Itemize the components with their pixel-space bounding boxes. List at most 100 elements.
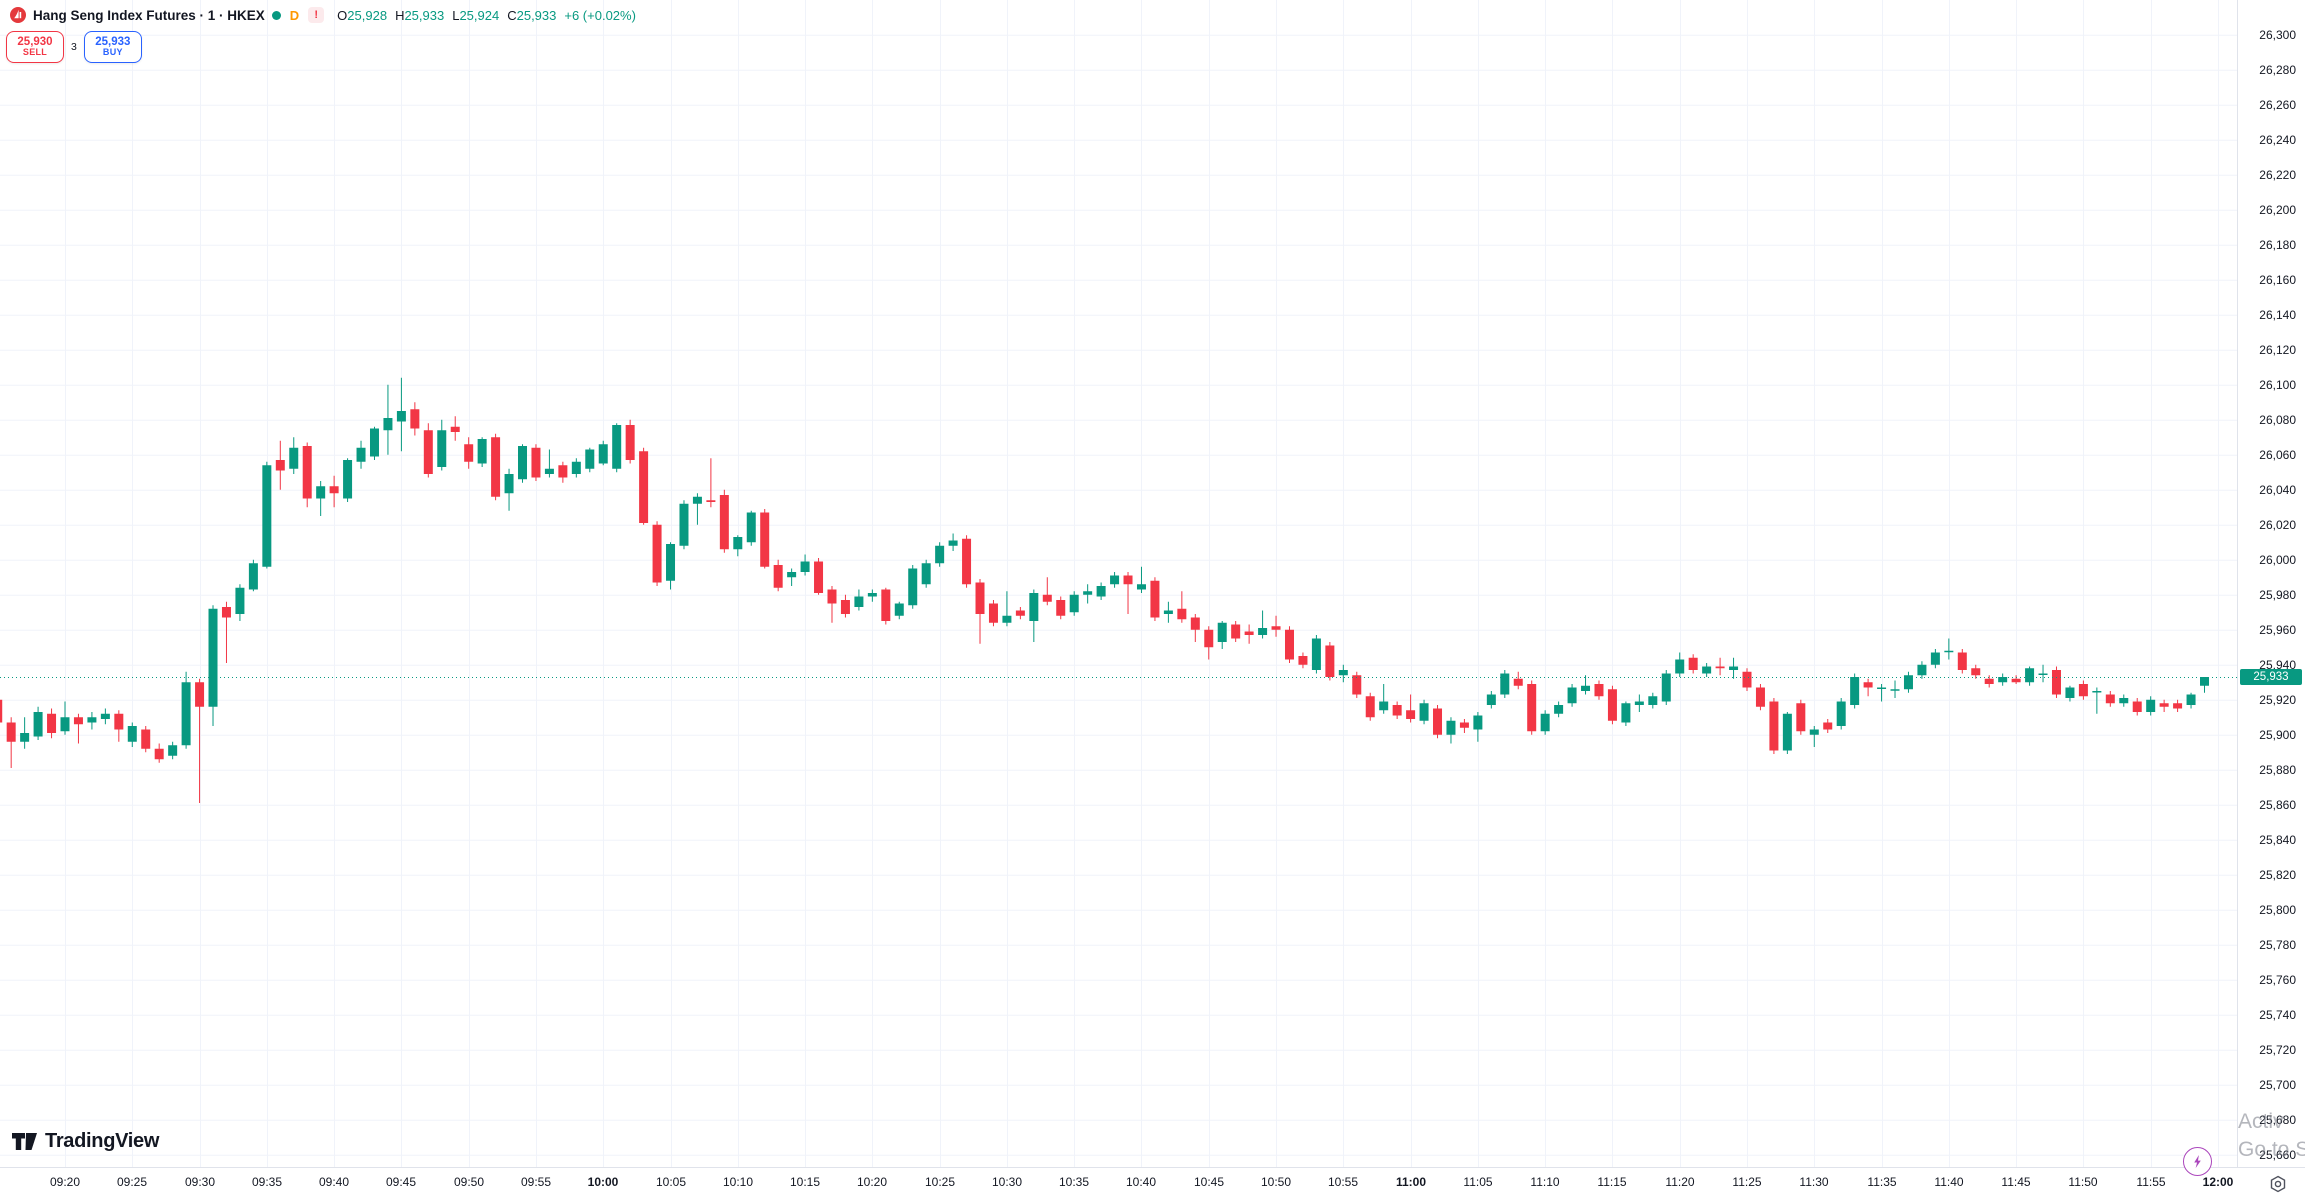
time-tick-label: 11:30 [1799, 1175, 1829, 1189]
time-tick-label: 09:55 [520, 1175, 552, 1189]
candle-body [1500, 673, 1510, 695]
candle-body [679, 503, 689, 546]
candle-body [1661, 673, 1671, 702]
time-tick-label: 10:55 [1327, 1175, 1359, 1189]
price-tick-label: 26,140 [2259, 307, 2296, 322]
chart-canvas[interactable] [0, 0, 2238, 1168]
candle-body [1123, 575, 1133, 585]
candle-body [1621, 703, 1631, 723]
candle-body [1634, 701, 1644, 705]
candle-body [275, 460, 285, 471]
candle-body [1298, 656, 1308, 665]
time-tick-label: 11:55 [2136, 1175, 2166, 1189]
candle-body [1702, 666, 1712, 674]
price-tick-label: 25,860 [2259, 797, 2296, 812]
candle-body [127, 726, 137, 742]
candle-body [2119, 698, 2129, 704]
time-tick-label: 10:40 [1125, 1175, 1157, 1189]
symbol-logo-icon [10, 7, 26, 23]
delayed-data-badge[interactable]: D [289, 7, 300, 23]
price-tick-label: 26,080 [2259, 412, 2296, 427]
candle-body [1486, 694, 1496, 705]
candle-body [1675, 659, 1685, 674]
price-tick-label: 26,120 [2259, 342, 2296, 357]
candle-body [2186, 694, 2196, 705]
price-axis[interactable]: 26,300 26,280 26,260 26,240 26,220 26,200 26,1… [2237, 0, 2305, 1168]
price-tick-label: 26,300 [2259, 27, 2296, 42]
candle-body [921, 563, 931, 585]
candle-body [598, 444, 608, 464]
price-tick-label: 26,020 [2259, 517, 2296, 532]
candle-body [87, 717, 97, 723]
candle-body [2078, 684, 2088, 697]
candle-body [73, 717, 83, 725]
time-tick-label: 11:50 [2068, 1175, 2098, 1189]
candle-body [881, 589, 891, 621]
open-label: O [337, 7, 348, 23]
candle-wick [710, 458, 712, 508]
price-tick-label: 25,900 [2259, 727, 2296, 742]
candle-body [343, 460, 353, 499]
symbol-title[interactable]: Hang Seng Index Futures · 1 · HKEX [33, 7, 265, 23]
time-tick-label: 11:20 [1665, 1175, 1695, 1189]
sell-label: SELL [22, 47, 48, 58]
candle-body [2159, 703, 2169, 707]
buy-button[interactable]: 25,933 BUY [83, 31, 142, 63]
candle-body [800, 561, 810, 572]
candle-body [154, 748, 164, 760]
candle-body [1325, 645, 1335, 677]
candle-body [1015, 610, 1025, 616]
price-tick-label: 26,280 [2259, 62, 2296, 77]
close-label: C [507, 7, 517, 23]
time-tick-label: 09:20 [49, 1175, 81, 1189]
last-price-badge[interactable]: 25,933 [2240, 669, 2302, 685]
candle-body [1984, 678, 1994, 684]
tradingview-logo[interactable]: TradingView [12, 1130, 159, 1153]
candle-body [558, 465, 568, 478]
candle-body [935, 545, 945, 564]
time-tick-label: 09:30 [184, 1175, 216, 1189]
candle-body [1204, 629, 1214, 648]
candle-wick [1046, 577, 1048, 606]
candle-body [1648, 696, 1658, 705]
candle-body [1406, 710, 1416, 719]
buy-price: 25,933 [95, 35, 131, 48]
candle-body [867, 593, 877, 597]
data-alert-badge[interactable]: ! [308, 7, 325, 23]
candle-wick [10, 717, 12, 768]
price-tick-label: 26,160 [2259, 272, 2296, 287]
candle-body [2051, 670, 2061, 695]
candle-body [1042, 594, 1052, 602]
candle-body [1903, 675, 1913, 690]
time-tick-label: 11:10 [1530, 1175, 1560, 1189]
candle-wick [1383, 684, 1385, 714]
candle-body [1446, 720, 1456, 735]
candle-body [100, 713, 110, 719]
candle-body [423, 430, 433, 474]
candle-wick [831, 586, 833, 623]
candle-body [1688, 657, 1698, 670]
quick-trade-flash-icon[interactable] [2183, 1147, 2212, 1176]
candle-body [1258, 628, 1268, 635]
candle-body [733, 537, 743, 550]
candle-wick [1262, 610, 1264, 639]
candle-body [114, 713, 124, 730]
candle-body [612, 425, 622, 469]
candle-body [1742, 671, 1752, 688]
candle-body [1917, 664, 1927, 676]
price-tick-label: 25,740 [2259, 1007, 2296, 1022]
candle-body [962, 538, 972, 585]
sell-button[interactable]: 25,930 SELL [6, 31, 64, 63]
candle-body [1796, 703, 1806, 732]
candle-body [221, 607, 231, 618]
candle-wick [548, 449, 550, 478]
axis-settings-gear-icon[interactable] [2269, 1175, 2287, 1193]
candle-body [1379, 701, 1389, 711]
candle-body [1096, 586, 1106, 597]
candle-body [1607, 689, 1617, 721]
candle-body [2065, 687, 2075, 698]
candle-body [1944, 650, 1954, 653]
price-tick-label: 25,940 [2259, 657, 2296, 672]
time-axis[interactable]: 09:20 09:25 09:30 09:35 09:40 09:45 09:50 09:55… [0, 1167, 2305, 1198]
